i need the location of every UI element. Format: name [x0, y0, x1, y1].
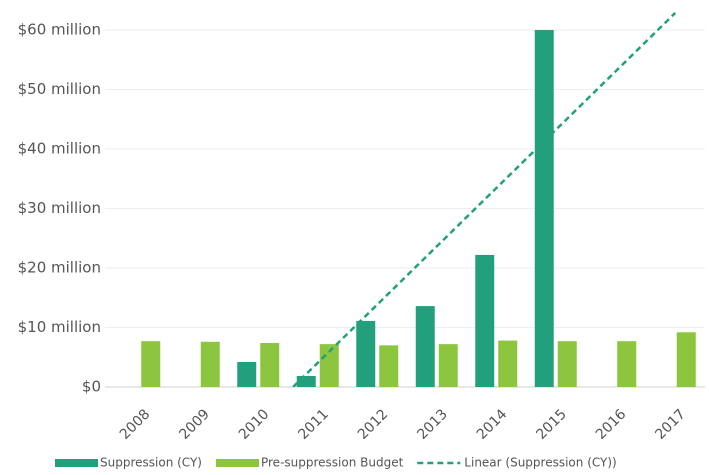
- y-tick-label: $20 million: [18, 259, 101, 277]
- legend-swatch: [55, 459, 98, 467]
- trendline-group: [292, 12, 677, 387]
- bar: [557, 341, 577, 387]
- x-tick-label: 2012: [355, 406, 392, 443]
- x-tick-label: 2013: [414, 406, 451, 443]
- bar: [534, 30, 554, 387]
- x-tick-label: 2015: [533, 406, 570, 443]
- legend-label: Linear (Suppression (CY)): [464, 456, 616, 470]
- legend-label: Pre-suppression Budget: [261, 456, 404, 470]
- bar: [498, 340, 518, 387]
- bar: [438, 344, 458, 387]
- trendline: [292, 12, 677, 387]
- x-tick-label: 2017: [652, 406, 689, 443]
- bar: [200, 341, 220, 387]
- x-tick-label: 2016: [593, 406, 630, 443]
- legend-swatch: [215, 459, 259, 467]
- bar: [260, 342, 280, 387]
- y-tick-label: $50 million: [18, 80, 101, 98]
- x-tick-label: 2014: [474, 406, 511, 443]
- bar: [356, 320, 376, 387]
- y-tick-label: $40 million: [18, 140, 101, 158]
- legend-label: Suppression (CY): [100, 456, 202, 470]
- x-tick-label: 2008: [117, 406, 154, 443]
- y-tick-label: $60 million: [18, 21, 101, 39]
- y-tick-label: $0: [82, 378, 101, 396]
- bar: [296, 375, 316, 387]
- y-tick-label: $10 million: [18, 318, 101, 336]
- bar: [617, 341, 637, 387]
- x-tick-label: 2010: [236, 406, 273, 443]
- bar: [379, 345, 399, 387]
- bar: [475, 254, 495, 387]
- bar: [237, 362, 257, 387]
- x-tick-label: 2011: [295, 406, 332, 443]
- bar: [676, 332, 696, 387]
- y-tick-label: $30 million: [18, 199, 101, 217]
- bar: [415, 306, 435, 387]
- bar: [141, 341, 161, 387]
- x-tick-label: 2009: [176, 406, 213, 443]
